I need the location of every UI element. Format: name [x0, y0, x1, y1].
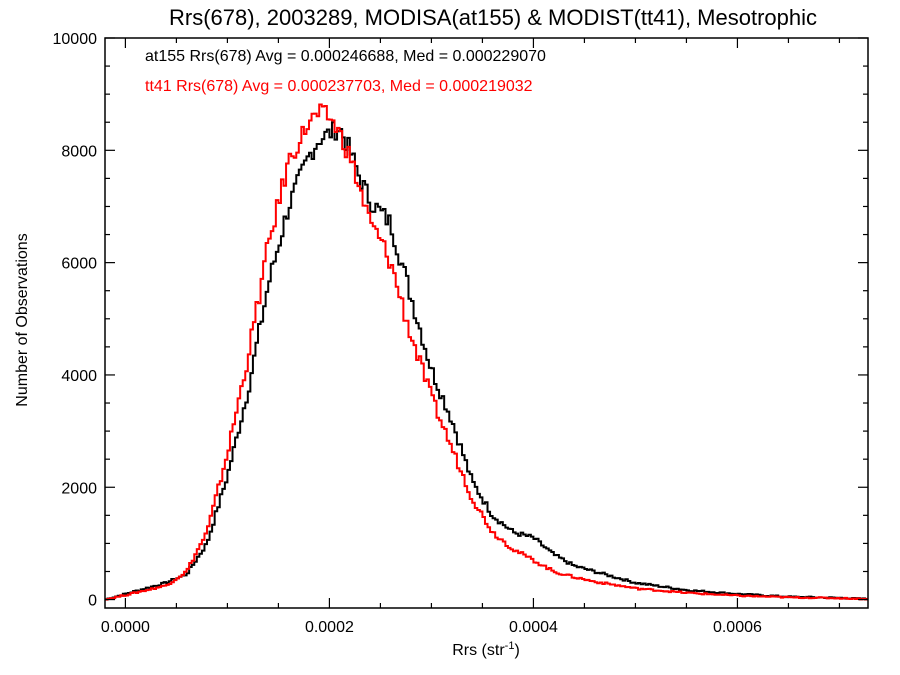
x-axis-label-superscript: -1	[505, 640, 515, 652]
chart-title: Rrs(678), 2003289, MODISA(at155) & MODIS…	[169, 5, 817, 30]
y-tick-label: 2000	[61, 480, 97, 497]
legend-entry-tt41: tt41 Rrs(678) Avg = 0.000237703, Med = 0…	[145, 78, 533, 95]
x-tick-label: 0.0004	[509, 619, 558, 636]
y-tick-label: 8000	[61, 143, 97, 160]
series-layer	[105, 103, 869, 601]
x-tick-label: 0.0006	[713, 619, 762, 636]
ticks-layer: 0.0000 0.0002 0.0004 0.0006 0 2000 4000 6000 800…	[53, 31, 868, 636]
x-axis-label-close: )	[514, 642, 519, 659]
y-tick-label: 0	[88, 593, 97, 610]
plot-frame	[104, 37, 869, 609]
series-line-at155	[105, 121, 869, 601]
series-line-tt41	[105, 103, 869, 601]
y-axis-label: Number of Observations	[14, 233, 31, 406]
y-tick-label: 6000	[61, 256, 97, 273]
x-axis-label-main: Rrs (str	[452, 642, 505, 659]
x-tick-label: 0.0000	[101, 619, 150, 636]
legend-entry-at155: at155 Rrs(678) Avg = 0.000246688, Med = …	[145, 48, 546, 65]
y-tick-label: 4000	[61, 368, 97, 385]
y-tick-label: 10000	[53, 31, 98, 48]
x-tick-label: 0.0002	[305, 619, 354, 636]
x-axis-label: Rrs (str-1)	[452, 640, 520, 659]
